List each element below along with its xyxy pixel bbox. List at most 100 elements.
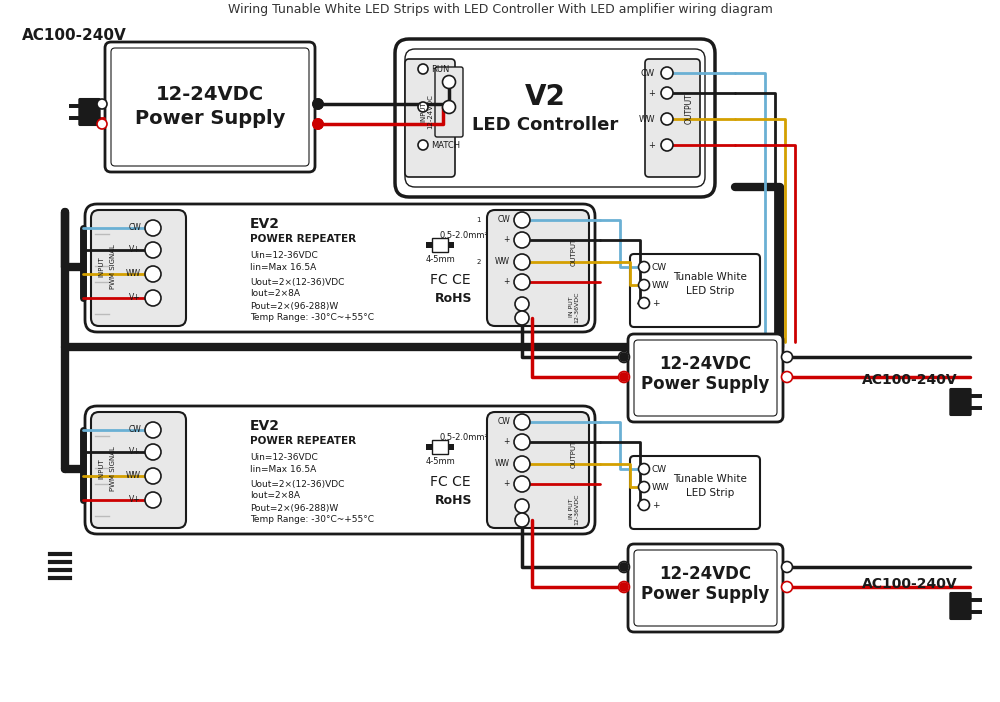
Text: CW: CW [497, 216, 510, 225]
Text: Power Supply: Power Supply [641, 585, 769, 603]
FancyBboxPatch shape [85, 406, 595, 534]
Circle shape [639, 298, 650, 308]
Circle shape [618, 371, 630, 383]
Text: V+: V+ [129, 496, 141, 505]
Text: IN PUT
12-36VDC: IN PUT 12-36VDC [569, 291, 579, 323]
Circle shape [442, 76, 456, 88]
Text: Tunable White: Tunable White [673, 474, 747, 484]
Text: +: + [652, 501, 660, 510]
FancyBboxPatch shape [645, 59, 700, 177]
Text: V+: V+ [129, 246, 141, 255]
Text: +: + [504, 437, 510, 446]
Text: +: + [504, 277, 510, 286]
Circle shape [313, 119, 323, 129]
Circle shape [782, 562, 792, 573]
FancyBboxPatch shape [395, 39, 715, 197]
Text: 0.5-2.0mm²: 0.5-2.0mm² [440, 232, 489, 241]
Text: Iin=Max 16.5A: Iin=Max 16.5A [250, 465, 316, 474]
Text: Pout=2×(96-288)W: Pout=2×(96-288)W [250, 301, 338, 310]
Text: RoHS: RoHS [435, 293, 473, 305]
Circle shape [514, 476, 530, 492]
FancyBboxPatch shape [105, 42, 315, 172]
Circle shape [145, 468, 161, 484]
FancyBboxPatch shape [630, 254, 760, 327]
Circle shape [313, 119, 323, 129]
FancyBboxPatch shape [634, 340, 777, 416]
Text: WW: WW [652, 482, 670, 491]
FancyBboxPatch shape [91, 210, 186, 326]
Circle shape [313, 99, 323, 109]
Text: Iout=2×8A: Iout=2×8A [250, 491, 300, 501]
Text: FC CE: FC CE [430, 475, 471, 489]
Bar [432, 440, 448, 454]
Text: EV2: EV2 [250, 419, 280, 433]
Circle shape [418, 64, 428, 74]
Text: CW: CW [128, 425, 141, 435]
Text: PWM SIGNAL: PWM SIGNAL [110, 446, 116, 491]
Text: Pout=2×(96-288)W: Pout=2×(96-288)W [250, 503, 338, 512]
Text: Temp Range: -30°C~+55°C: Temp Range: -30°C~+55°C [250, 314, 374, 322]
Circle shape [515, 499, 529, 513]
Text: POWER REPEATER: POWER REPEATER [250, 234, 356, 244]
FancyBboxPatch shape [435, 67, 463, 137]
Text: OUTPUT: OUTPUT [571, 440, 577, 468]
Circle shape [620, 373, 628, 381]
FancyBboxPatch shape [111, 48, 309, 166]
Text: OUTPUT: OUTPUT [684, 93, 694, 124]
Circle shape [782, 352, 792, 362]
Circle shape [145, 266, 161, 282]
FancyBboxPatch shape [950, 389, 971, 416]
Circle shape [639, 482, 650, 493]
Circle shape [661, 113, 673, 125]
Text: V+: V+ [129, 447, 141, 456]
Circle shape [620, 563, 628, 571]
Text: 1: 1 [477, 217, 481, 223]
FancyBboxPatch shape [487, 210, 589, 326]
Text: Uout=2×(12-36)VDC: Uout=2×(12-36)VDC [250, 479, 344, 489]
Circle shape [145, 242, 161, 258]
Text: PWM SIGNAL: PWM SIGNAL [110, 244, 116, 289]
Circle shape [145, 444, 161, 460]
Text: INPUT
12-24VDC: INPUT 12-24VDC [420, 95, 434, 129]
Text: Power Supply: Power Supply [641, 375, 769, 393]
FancyBboxPatch shape [487, 412, 589, 528]
Circle shape [145, 422, 161, 438]
Circle shape [514, 456, 530, 472]
Circle shape [618, 562, 630, 573]
Text: INPUT: INPUT [98, 257, 104, 277]
Text: Temp Range: -30°C~+55°C: Temp Range: -30°C~+55°C [250, 515, 374, 524]
Circle shape [145, 220, 161, 236]
Text: CW: CW [641, 69, 655, 77]
Text: 4-5mm: 4-5mm [425, 256, 455, 265]
Text: POWER REPEATER: POWER REPEATER [250, 436, 356, 446]
Text: LED Strip: LED Strip [686, 286, 734, 296]
Text: Iout=2×8A: Iout=2×8A [250, 289, 300, 298]
Text: EV2: EV2 [250, 217, 280, 231]
Circle shape [313, 99, 323, 109]
Circle shape [661, 87, 673, 99]
Text: 12-24VDC: 12-24VDC [659, 355, 751, 373]
Circle shape [515, 513, 529, 527]
Circle shape [514, 254, 530, 270]
Text: Power Supply: Power Supply [135, 109, 285, 128]
Circle shape [782, 371, 792, 383]
Circle shape [418, 102, 428, 112]
Bar [432, 238, 448, 252]
Text: WW: WW [495, 460, 510, 468]
Circle shape [514, 232, 530, 248]
Circle shape [620, 583, 628, 591]
Text: 12-24VDC: 12-24VDC [659, 565, 751, 583]
Circle shape [515, 297, 529, 311]
Text: INPUT: INPUT [98, 458, 104, 479]
Text: 4-5mm: 4-5mm [425, 458, 455, 467]
Circle shape [514, 434, 530, 450]
Text: V+: V+ [129, 293, 141, 303]
Text: +: + [504, 235, 510, 244]
Circle shape [97, 99, 107, 109]
Text: +: + [504, 479, 510, 489]
Text: RUN: RUN [431, 65, 449, 74]
Text: OUTPUT: OUTPUT [571, 238, 577, 266]
FancyBboxPatch shape [628, 544, 783, 632]
Circle shape [639, 500, 650, 510]
Circle shape [97, 119, 107, 129]
